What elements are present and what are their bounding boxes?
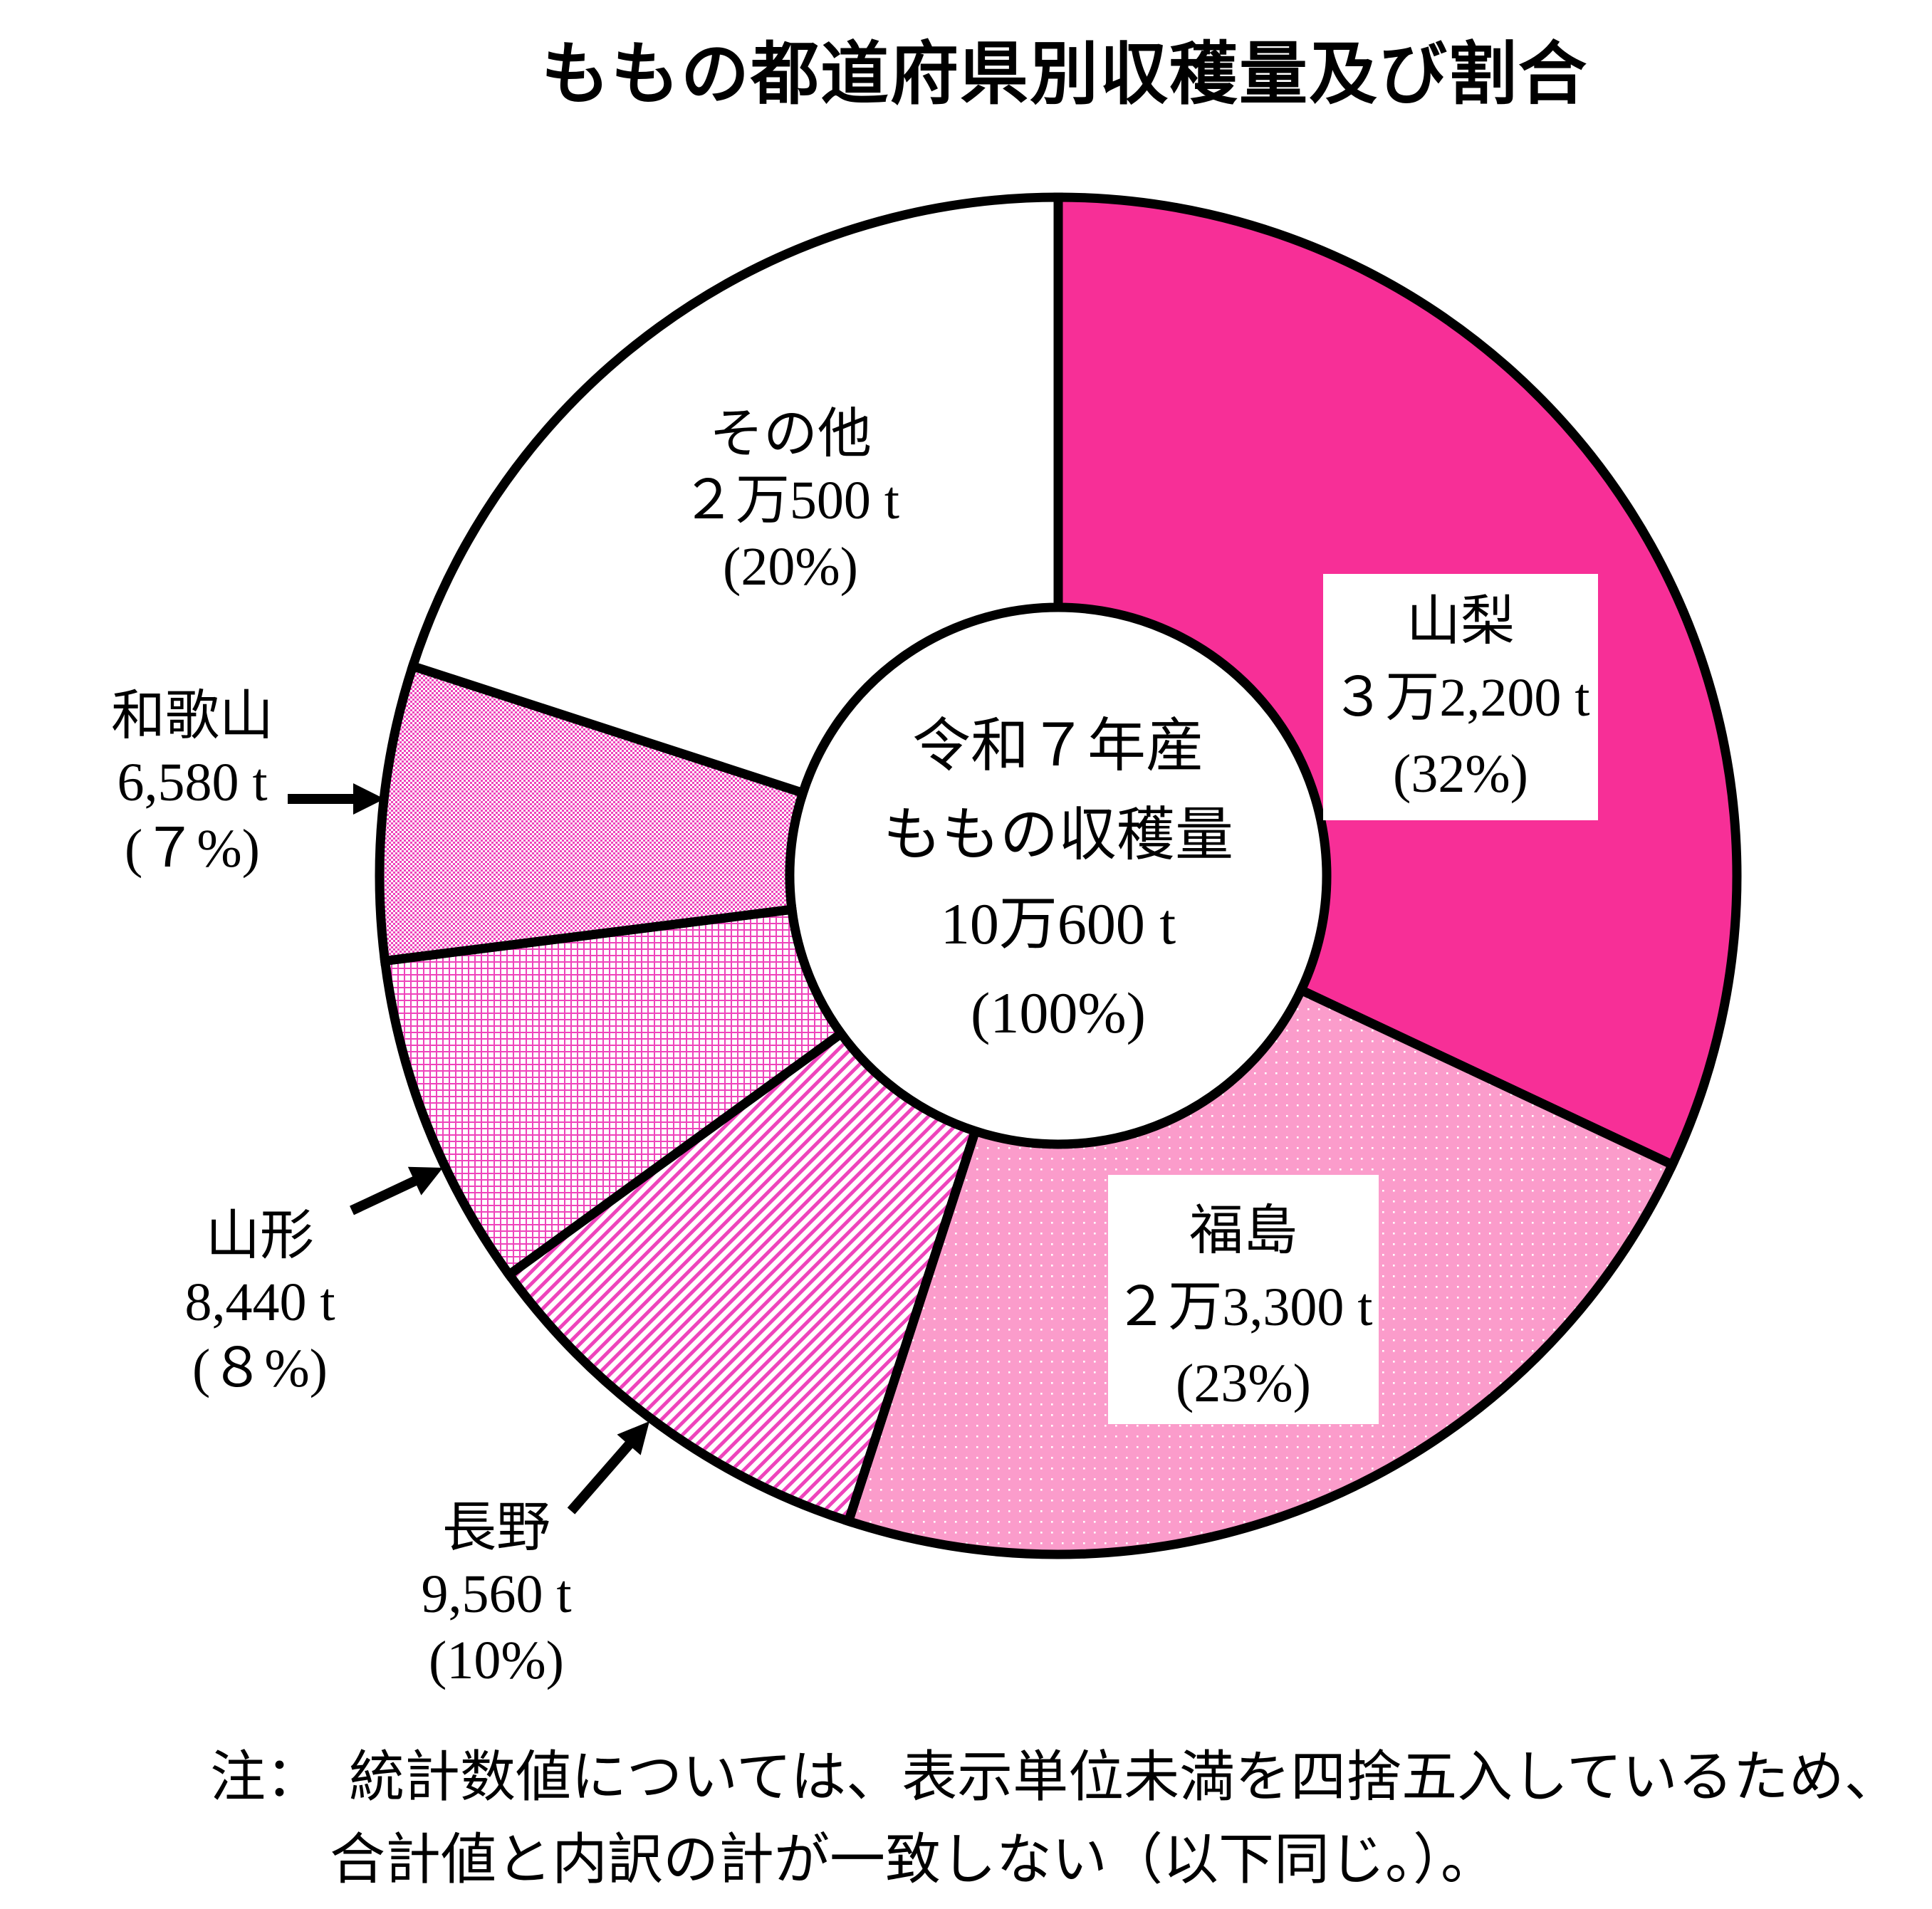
slice-name: 山形	[206, 1206, 314, 1266]
slice-label-fukushima: 福島 ２万3,300 t (23%)	[1108, 1175, 1379, 1424]
center-era: 令和７年産	[912, 713, 1204, 778]
pie-slice-yamagata	[380, 904, 848, 1282]
pie-slice-nagano	[502, 1027, 981, 1527]
leader-arrow-nagano	[567, 1421, 649, 1515]
footnote: 注： 統計数値については、表示単位未満を四捨五入しているため、 合計値と内訳の計…	[210, 1736, 1900, 1901]
footnote-line-2: 合計値と内訳の計が一致しない（以下同じ。）。	[330, 1829, 1497, 1890]
slice-percent: (20%)	[723, 537, 858, 597]
slice-percent: (23%)	[1176, 1354, 1311, 1413]
slice-value: ２万500 t	[681, 471, 900, 530]
slice-label-wakayama: 和歌山 6,580 t (７%)	[14, 684, 370, 882]
leader-arrow-yamagata	[350, 1166, 443, 1215]
slice-percent: (７%)	[125, 819, 260, 879]
pie-slice-sonota	[407, 192, 1063, 799]
slice-label-nagano: 長野 9,560 t (10%)	[318, 1495, 674, 1694]
slice-value: ３万2,200 t	[1331, 668, 1590, 728]
slice-value: 9,560 t	[421, 1564, 572, 1624]
slice-value: 8,440 t	[184, 1272, 335, 1332]
slice-name: 和歌山	[111, 686, 273, 746]
slice-percent: (10%)	[429, 1631, 564, 1690]
slice-percent: (８%)	[192, 1339, 328, 1398]
slice-name: 長野	[442, 1498, 550, 1558]
pie-slice-wakayama	[375, 660, 809, 966]
center-value: 10万600 t	[940, 891, 1176, 956]
slice-label-sonota: その他 ２万500 t (20%)	[541, 402, 1040, 600]
chart-title: ももの都道府県別収穫量及び割合	[541, 36, 1588, 113]
slice-label-yamagata: 山形 8,440 t (８%)	[82, 1203, 438, 1402]
slice-percent: (32%)	[1393, 744, 1528, 804]
center-name: ももの収穫量	[882, 802, 1233, 867]
slice-label-yamanashi: 山梨 ３万2,200 t (32%)	[1323, 574, 1598, 820]
slice-name: 山梨	[1406, 592, 1515, 652]
center-percent: (100%)	[971, 980, 1146, 1045]
slice-name: 福島	[1189, 1201, 1297, 1261]
slice-value: 6,580 t	[117, 753, 268, 812]
slice-name: その他	[709, 404, 872, 464]
slice-value: ２万3,300 t	[1114, 1277, 1373, 1337]
donut-center-label: 令和７年産 ももの収穫量 10万600 t (100%)	[738, 701, 1379, 1057]
leader-arrow-wakayama	[288, 783, 385, 815]
footnote-line-1: 注： 統計数値については、表示単位未満を四捨五入しているため、	[210, 1746, 1900, 1808]
